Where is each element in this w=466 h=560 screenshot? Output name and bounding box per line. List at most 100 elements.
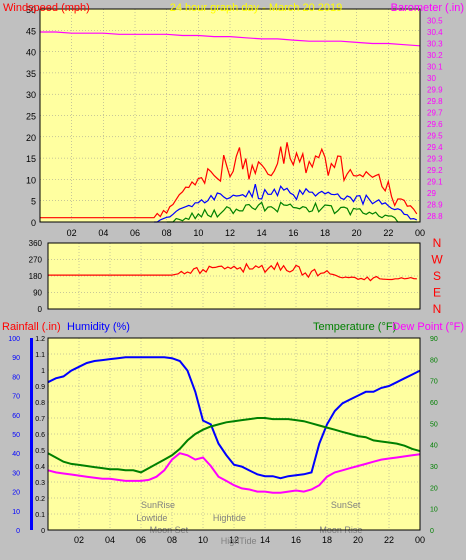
y2-axis-ticks: 28.8 28.9 29 29.1 29.2 29.3 29.4 29.5 29.6 29.7 29… [427,17,443,222]
x-tick-label: 18 [320,228,330,238]
temperature-tick-label: 40 [430,443,438,450]
y-tick-label: 25 [26,112,36,122]
rain-tick-label: 1.1 [35,352,45,359]
x-tick-label: 00 [415,535,425,545]
y-tick-label: 0 [38,305,43,314]
temperature-tick-label: 20 [430,485,438,492]
x-axis-ticks: 02 04 06 08 10 12 14 16 18 20 22 00 [74,535,425,545]
compass-label: E [433,286,441,300]
x-tick-label: 10 [193,228,203,238]
humidity-tick-label: 100 [8,336,20,343]
y2-axis-label: Barometer (.in) [391,2,464,14]
y2-tick-label: 28.8 [427,212,443,221]
temperature-tick-label: 30 [430,464,438,471]
x-tick-label: 14 [257,228,267,238]
series-group [40,31,421,223]
y2-tick-label: 30.4 [427,28,443,37]
temperature-axis-label: Temperature (°F) [313,321,396,333]
event-label: SunSet [331,500,361,510]
rain-tick-label: 0.5 [35,448,45,455]
chart-title: 24 hour graph day - March 20 2019 [170,2,342,14]
x-tick-label: 10 [198,535,208,545]
y-tick-label: 90 [33,289,42,298]
y-axis-ticks: 0 90 180 270 360 [29,239,43,314]
y2-tick-label: 30 [427,74,436,83]
temperature-tick-label: 60 [430,400,438,407]
y-tick-label: 45 [26,26,36,36]
series-dewpoint-line [47,452,421,494]
y-tick-label: 0 [31,218,36,228]
x-axis-ticks: 02 04 06 08 10 12 14 16 18 20 22 00 [67,228,425,238]
y2-tick-label: 29 [427,189,436,198]
humidity-tick-label: 60 [12,413,20,420]
rain-tick-label: 0.7 [35,416,45,423]
rain-tick-label: 0.8 [35,400,45,407]
y-tick-label: 270 [29,256,43,265]
rain-axis-ticks: 0 0.1 0.2 0.3 0.4 0.5 0.6 0.7 0.8 0.9 1 1.1 1.2 [35,336,45,535]
x-tick-label: 16 [291,535,301,545]
x-tick-label: 08 [167,535,177,545]
x-tick-label: 20 [353,535,363,545]
humidity-tick-label: 90 [12,355,20,362]
y2-tick-label: 28.9 [427,201,443,210]
y-axis-ticks: 0 5 10 15 20 25 30 35 40 45 50 [26,5,36,228]
event-label: Hightide [213,513,246,523]
temperature-tick-label: 10 [430,507,438,514]
compass-label: S [433,269,441,283]
humidity-tick-label: 40 [12,451,20,458]
y2-tick-label: 29.4 [427,143,443,152]
temperature-tick-label: 50 [430,421,438,428]
y-tick-label: 40 [26,48,36,58]
series-group [47,356,421,494]
y-tick-label: 30 [26,90,36,100]
temperature-tick-label: 70 [430,379,438,386]
series-direction-line [48,261,417,282]
y2-tick-label: 30.1 [427,63,443,72]
x-tick-label: 12 [229,535,239,545]
humidity-tick-label: 10 [12,509,20,516]
rain-axis-label: Rainfall (.in) [2,321,61,333]
y2-tick-label: 29.5 [427,132,443,141]
x-tick-label: 04 [98,228,108,238]
x-tick-label: 06 [136,535,146,545]
event-label: Lowtide [136,513,167,523]
rain-tick-label: 0.3 [35,480,45,487]
series-humidity-line [47,356,421,480]
y2-tick-label: 29.3 [427,155,443,164]
y2-tick-label: 29.9 [427,86,443,95]
y-tick-label: 50 [26,5,36,15]
y-axis-label: Windspeed (mph) [3,2,90,14]
x-tick-label: 06 [130,228,140,238]
plot-frame [39,8,421,223]
event-label: SunRise [141,500,175,510]
humidity-tick-label: 70 [12,394,20,401]
temperature-tick-label: 0 [430,528,434,535]
x-tick-label: 22 [384,535,394,545]
series-barometer-line [40,31,421,47]
x-tick-label: 22 [383,228,393,238]
y2-tick-label: 29.2 [427,166,443,175]
rain-tick-label: 0.4 [35,464,45,471]
humidity-tick-label: 80 [12,374,20,381]
series-avg-line [154,183,418,223]
y2-tick-label: 30.2 [427,51,443,60]
x-tick-label: 18 [322,535,332,545]
rain-tick-label: 0.9 [35,384,45,391]
humidity-axis-ticks: 0 10 20 30 40 50 60 70 80 90 100 [8,336,20,535]
y2-tick-label: 29.1 [427,178,443,187]
rain-tick-label: 1 [41,368,45,375]
x-tick-label: 08 [162,228,172,238]
series-max-line [40,142,418,219]
humidity-tick-label: 50 [12,432,20,439]
temperature-tick-label: 90 [430,336,438,343]
x-tick-label: 16 [288,228,298,238]
x-tick-label: 04 [105,535,115,545]
rain-tick-label: 0.2 [35,496,45,503]
humidity-axis-label: Humidity (%) [67,321,130,333]
compass-label: N [433,302,442,316]
plot-frame [47,337,421,531]
x-tick-label: 02 [67,228,77,238]
